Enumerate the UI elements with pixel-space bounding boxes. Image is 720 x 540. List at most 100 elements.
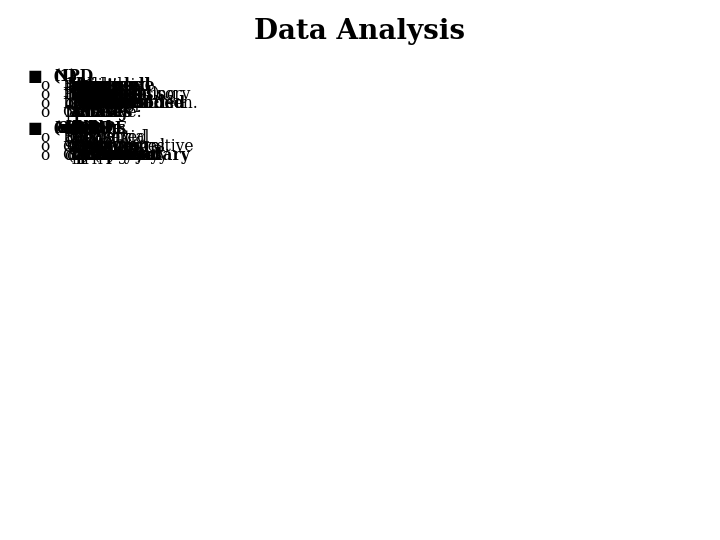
Text: ■: ■ [28, 120, 42, 137]
Text: o: o [40, 95, 49, 112]
Text: test: test [88, 95, 121, 112]
Text: phase.: phase. [106, 147, 162, 164]
Text: mobility: mobility [68, 129, 131, 146]
Text: changes: changes [70, 77, 141, 94]
Text: sample: sample [60, 120, 122, 137]
Text: attended: attended [82, 86, 151, 103]
Text: NPD: NPD [74, 120, 113, 137]
Text: pupils: pupils [98, 95, 145, 112]
Text: patterns: patterns [98, 147, 163, 164]
Text: pupil: pupil [66, 129, 105, 146]
Text: across: across [86, 77, 136, 94]
Text: ■: ■ [28, 68, 42, 85]
Text: and: and [82, 147, 111, 164]
Text: the: the [86, 86, 111, 103]
Text: Coverage:: Coverage: [62, 104, 142, 121]
Text: school: school [90, 147, 140, 164]
Text: mobility:: mobility: [64, 86, 132, 103]
Text: recorded: recorded [74, 77, 152, 94]
Text: as: as [72, 129, 89, 146]
Text: and: and [72, 120, 104, 137]
Text: o: o [40, 147, 49, 164]
Text: in: in [72, 77, 89, 94]
Text: patterns: patterns [66, 104, 132, 121]
Text: (2): (2) [52, 120, 78, 137]
Text: mobility: mobility [84, 138, 148, 155]
Text: ,: , [92, 95, 97, 112]
Text: part: part [84, 147, 117, 164]
Text: in: in [72, 86, 89, 103]
Text: the: the [78, 86, 107, 103]
Text: (2):: (2): [68, 147, 95, 164]
Text: Mobility: Mobility [64, 104, 128, 121]
Text: score: score [90, 95, 137, 112]
Text: for: for [100, 95, 122, 112]
Text: Residential: Residential [62, 77, 149, 94]
Text: measured: measured [70, 129, 147, 146]
Text: across: across [74, 147, 124, 164]
Text: Coverage: Coverage [62, 147, 137, 164]
Text: datasets: datasets [66, 147, 131, 164]
Text: changes: changes [70, 86, 141, 103]
Text: each: each [84, 95, 125, 112]
Text: postcode: postcode [78, 77, 156, 94]
Text: changes: changes [76, 138, 140, 155]
Text: comparison.: comparison. [102, 95, 198, 112]
Text: across: across [90, 86, 140, 103]
Text: LSYPE: LSYPE [70, 120, 127, 137]
Text: MCS: MCS [54, 120, 94, 137]
Text: school: school [80, 86, 136, 103]
Text: across: across [68, 104, 118, 121]
Text: all: all [70, 104, 92, 121]
Text: NPD;: NPD; [64, 120, 109, 137]
Text: of: of [80, 77, 95, 94]
Text: to: to [70, 138, 86, 155]
Text: secondary: secondary [102, 147, 190, 164]
Text: used: used [68, 138, 104, 155]
Text: Impact: Impact [62, 95, 117, 112]
Text: by: by [84, 86, 103, 103]
Text: phase;: phase; [92, 147, 143, 164]
Text: Residential: Residential [62, 129, 149, 146]
Text: on: on [86, 138, 105, 155]
Text: of: of [82, 138, 97, 155]
Text: value-added: value-added [80, 95, 185, 112]
Text: o: o [40, 77, 49, 94]
Text: the: the [92, 86, 117, 103]
Text: and: and [66, 120, 98, 137]
Text: waves.: waves. [90, 77, 143, 94]
Text: by: by [68, 86, 86, 103]
Text: on: on [68, 95, 87, 112]
Text: code: code [74, 86, 114, 103]
Text: school: school [78, 147, 134, 164]
Text: pupil: pupil [88, 86, 127, 103]
Text: o: o [40, 138, 49, 155]
Text: all: all [98, 86, 117, 103]
Text: patterns: patterns [72, 147, 138, 164]
Text: moves).: moves). [104, 86, 165, 103]
Text: measure: measure [72, 138, 139, 155]
Text: (3): (3) [68, 120, 94, 137]
Text: above.: above. [74, 129, 125, 146]
Text: phases: phases [74, 104, 133, 121]
Text: mobility: mobility [66, 95, 130, 112]
Text: impact: impact [80, 138, 133, 155]
Text: non-cognitive: non-cognitive [88, 138, 194, 155]
Text: Pupil: Pupil [62, 86, 102, 103]
Text: of: of [64, 147, 79, 164]
Text: and: and [78, 138, 107, 155]
Text: Measured: Measured [72, 95, 150, 112]
Text: attainment:: attainment: [70, 95, 161, 112]
Text: by: by [74, 95, 93, 112]
Text: o: o [40, 129, 49, 146]
Text: and: and [62, 120, 94, 137]
Text: compulsory: compulsory [100, 86, 190, 103]
Text: mobility:: mobility: [64, 77, 132, 94]
Text: to: to [78, 95, 96, 112]
Text: behavioural: behavioural [74, 138, 166, 155]
Text: school: school [72, 104, 128, 121]
Text: the: the [88, 77, 113, 94]
Text: KS: KS [86, 95, 111, 112]
Text: o: o [40, 86, 49, 103]
Text: Data Analysis: Data Analysis [254, 18, 466, 45]
